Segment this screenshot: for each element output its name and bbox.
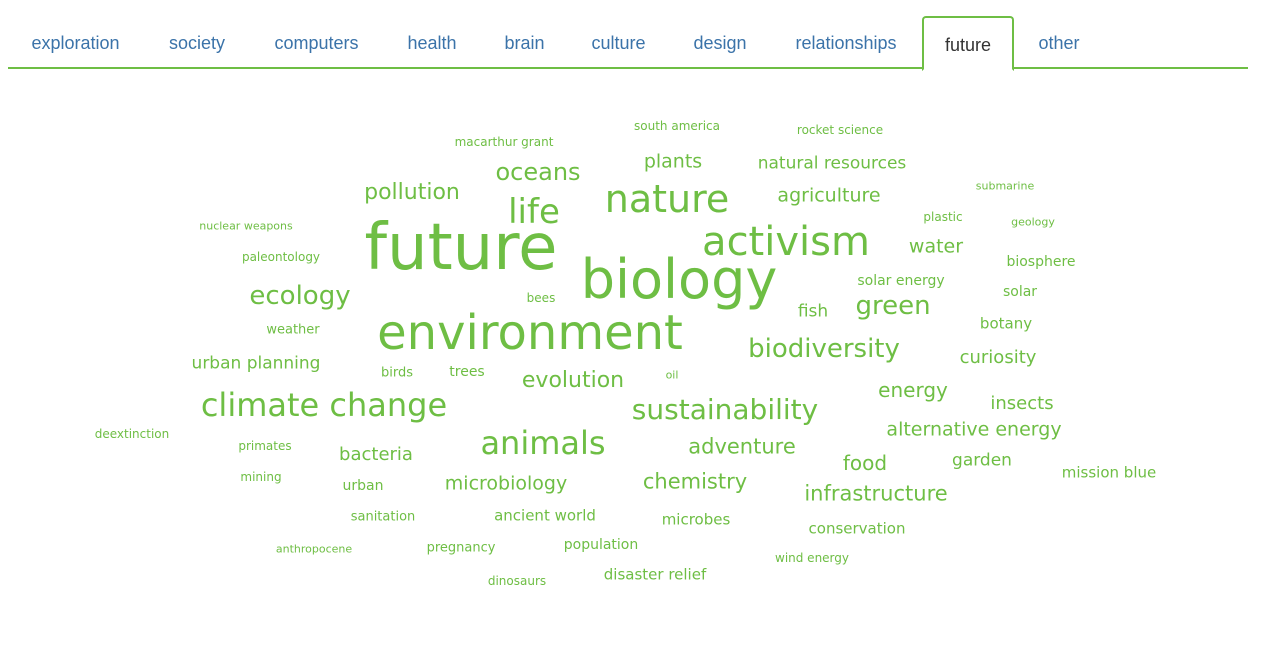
word-urban[interactable]: urban <box>342 478 384 494</box>
word-south-america[interactable]: south america <box>634 119 720 133</box>
word-pregnancy[interactable]: pregnancy <box>426 540 496 556</box>
word-paleontology[interactable]: paleontology <box>241 250 321 264</box>
word-population[interactable]: population <box>563 537 639 553</box>
word-ecology[interactable]: ecology <box>249 281 351 311</box>
word-infrastructure[interactable]: infrastructure <box>804 481 948 506</box>
word-trees[interactable]: trees <box>449 364 485 380</box>
word-weather[interactable]: weather <box>266 322 320 338</box>
word-green[interactable]: green <box>855 291 931 321</box>
word-climate-change[interactable]: climate change <box>200 386 448 424</box>
word-pollution[interactable]: pollution <box>364 180 460 205</box>
word-botany[interactable]: botany <box>979 314 1033 333</box>
word-biology[interactable]: biology <box>580 248 778 311</box>
word-solar-energy[interactable]: solar energy <box>857 273 945 289</box>
word-submarine[interactable]: submarine <box>975 179 1035 193</box>
word-biodiversity[interactable]: biodiversity <box>748 334 900 364</box>
word-oceans[interactable]: oceans <box>495 158 581 186</box>
word-cloud: future biology environment activism natu… <box>0 70 1270 650</box>
word-adventure[interactable]: adventure <box>688 434 796 459</box>
word-water[interactable]: water <box>908 235 964 258</box>
word-biosphere[interactable]: biosphere <box>1006 254 1076 270</box>
word-mission-blue[interactable]: mission blue <box>1061 463 1157 482</box>
word-wind-energy[interactable]: wind energy <box>775 551 849 565</box>
word-garden[interactable]: garden <box>952 450 1012 471</box>
word-bees[interactable]: bees <box>526 291 556 305</box>
word-bacteria[interactable]: bacteria <box>339 444 413 465</box>
word-curiosity[interactable]: curiosity <box>959 347 1037 368</box>
word-oil[interactable]: oil <box>665 368 679 382</box>
word-geology[interactable]: geology <box>1011 215 1055 229</box>
word-macarthur-grant[interactable]: macarthur grant <box>454 135 554 149</box>
word-nature[interactable]: nature <box>604 177 730 221</box>
tab-computers[interactable]: computers <box>274 33 359 53</box>
tab-other[interactable]: other <box>1038 33 1080 53</box>
word-life[interactable]: life <box>508 192 560 232</box>
tab-future[interactable]: future <box>922 16 1014 71</box>
word-ancient-world[interactable]: ancient world <box>494 506 596 525</box>
word-food[interactable]: food <box>842 451 888 475</box>
tab-culture[interactable]: culture <box>591 33 646 53</box>
tab-exploration[interactable]: exploration <box>31 33 120 53</box>
word-environment[interactable]: environment <box>377 305 683 361</box>
word-plastic[interactable]: plastic <box>923 210 963 224</box>
word-dinosaurs[interactable]: dinosaurs <box>487 574 547 588</box>
word-disaster-relief[interactable]: disaster relief <box>603 565 707 584</box>
tab-health[interactable]: health <box>407 33 457 53</box>
word-mining[interactable]: mining <box>240 470 282 484</box>
word-urban-planning[interactable]: urban planning <box>191 353 321 374</box>
word-agriculture[interactable]: agriculture <box>777 184 881 207</box>
tab-design[interactable]: design <box>693 33 747 53</box>
word-evolution[interactable]: evolution <box>521 368 625 393</box>
word-deextinction[interactable]: deextinction <box>94 427 170 441</box>
tab-relationships[interactable]: relationships <box>795 33 897 53</box>
word-activism[interactable]: activism <box>702 219 870 265</box>
word-chemistry[interactable]: chemistry <box>642 469 748 494</box>
word-rocket-science[interactable]: rocket science <box>796 123 884 137</box>
word-animals[interactable]: animals <box>480 424 606 462</box>
word-natural-resources[interactable]: natural resources <box>757 153 907 174</box>
word-microbes[interactable]: microbes <box>661 510 731 529</box>
word-birds[interactable]: birds <box>380 365 414 381</box>
word-anthropocene[interactable]: anthropocene <box>275 542 353 556</box>
tab-society[interactable]: society <box>168 33 226 53</box>
tab-brain[interactable]: brain <box>504 33 545 53</box>
word-plants[interactable]: plants <box>643 150 703 173</box>
word-microbiology[interactable]: microbiology <box>444 472 568 495</box>
word-solar[interactable]: solar <box>1002 284 1038 300</box>
word-nuclear-weapons[interactable]: nuclear weapons <box>199 219 293 233</box>
word-conservation[interactable]: conservation <box>808 519 906 538</box>
word-energy[interactable]: energy <box>878 378 948 402</box>
word-insects[interactable]: insects <box>990 393 1054 414</box>
word-primates[interactable]: primates <box>238 439 292 453</box>
word-fish[interactable]: fish <box>797 301 829 322</box>
word-sustainability[interactable]: sustainability <box>631 393 819 426</box>
topic-tabs: exploration society computers health bra… <box>8 16 1248 71</box>
word-alternative-energy[interactable]: alternative energy <box>886 418 1062 441</box>
word-sanitation[interactable]: sanitation <box>350 509 416 525</box>
word-future[interactable]: future <box>364 211 558 285</box>
